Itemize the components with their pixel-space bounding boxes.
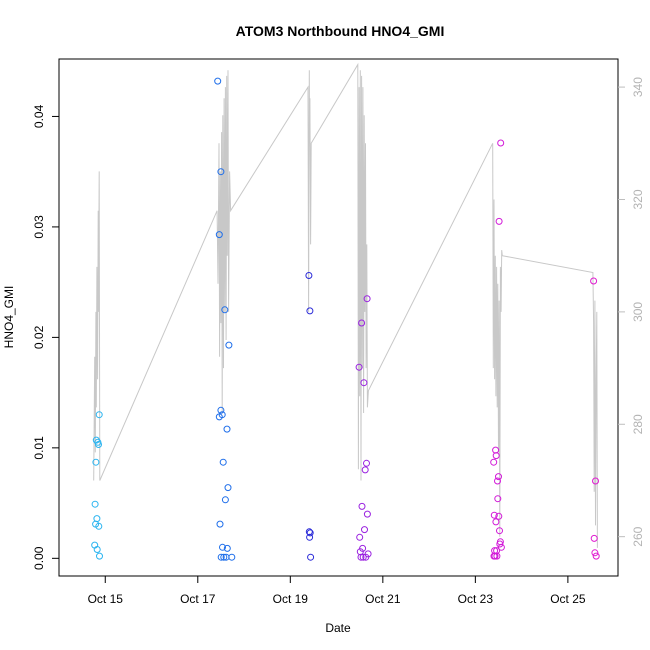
x-axis-label: Date — [325, 621, 351, 635]
plot-frame — [58, 58, 619, 577]
y-tick-label: 0.01 — [32, 436, 46, 460]
data-point — [93, 546, 101, 553]
data-point — [306, 529, 314, 537]
y-axis: 0.00 0.01 0.02 0.03 0.04 — [32, 104, 59, 570]
secondary-line-layer — [93, 62, 598, 548]
data-point — [361, 526, 368, 534]
y-tick-label: 0.00 — [32, 546, 46, 570]
data-point — [359, 544, 367, 552]
data-point — [497, 543, 505, 551]
data-point — [306, 307, 314, 315]
y-tick-label: 0.03 — [32, 215, 46, 239]
data-point — [359, 553, 367, 561]
data-point — [223, 544, 231, 552]
data-point — [592, 552, 600, 560]
data-point — [495, 217, 503, 225]
data-point — [590, 277, 598, 285]
data-point — [490, 458, 498, 466]
y-tick-label: 0.04 — [32, 104, 46, 128]
data-point — [224, 484, 232, 492]
data-point — [91, 500, 99, 508]
x-tick-label: Oct 17 — [180, 592, 216, 606]
data-point — [221, 496, 229, 504]
y2-tick-label: 340 — [631, 77, 645, 97]
data-point — [361, 466, 369, 474]
data-point — [95, 411, 103, 419]
data-point — [96, 552, 103, 560]
x-tick-label: Oct 21 — [365, 592, 401, 606]
data-point — [215, 231, 223, 239]
data-point — [221, 306, 229, 314]
y2-tick-label: 280 — [631, 414, 645, 434]
data-point — [92, 436, 100, 444]
data-point — [219, 543, 226, 551]
data-point — [363, 459, 370, 467]
data-point — [217, 553, 225, 561]
data-point — [360, 379, 368, 387]
data-point — [363, 295, 371, 303]
data-point — [495, 512, 503, 520]
data-point — [494, 477, 501, 485]
data-point — [497, 139, 505, 147]
data-point — [355, 363, 363, 371]
data-point — [95, 522, 103, 530]
data-point — [363, 510, 371, 518]
y2-tick-label: 300 — [631, 302, 645, 322]
data-point — [591, 549, 599, 557]
data-point — [364, 550, 372, 558]
data-point — [357, 553, 365, 561]
data-point — [93, 515, 101, 523]
data-point — [492, 452, 500, 460]
data-point — [92, 458, 100, 466]
y2-tick-label: 320 — [631, 189, 645, 209]
data-point — [493, 552, 501, 560]
data-point — [218, 411, 226, 419]
data-point — [490, 511, 498, 519]
secondary-series-line — [93, 62, 598, 548]
data-point — [492, 518, 500, 526]
data-point — [217, 168, 225, 176]
data-point — [358, 319, 366, 327]
x-tick-label: Oct 23 — [458, 592, 494, 606]
data-point — [496, 527, 503, 535]
data-point — [223, 425, 231, 433]
data-point — [494, 495, 502, 503]
x-tick-label: Oct 15 — [88, 592, 124, 606]
chart-title: ATOM3 Northbound HNO4_GMI — [236, 23, 445, 39]
data-point — [495, 473, 502, 481]
data-point — [358, 502, 366, 510]
points-layer — [91, 77, 600, 561]
data-point — [590, 534, 598, 542]
data-point — [307, 553, 315, 561]
data-point — [228, 553, 236, 561]
y-axis-label: HNO4_GMI — [2, 286, 16, 349]
data-point — [220, 553, 228, 561]
data-point — [356, 533, 364, 541]
x-axis: Oct 15 Oct 17 Oct 19 Oct 21 Oct 23 Oct 25 — [88, 575, 586, 606]
y-tick-label: 0.02 — [32, 325, 46, 349]
x-tick-label: Oct 19 — [273, 592, 309, 606]
y2-tick-label: 260 — [631, 526, 645, 546]
data-point — [216, 520, 224, 528]
x-tick-label: Oct 25 — [550, 592, 586, 606]
data-point — [592, 477, 599, 485]
secondary-y-axis: 260 280 300 320 340 — [618, 77, 645, 547]
data-point — [219, 458, 227, 466]
data-point — [95, 441, 102, 448]
data-point — [305, 272, 313, 279]
data-point — [225, 341, 233, 349]
data-point — [214, 77, 222, 85]
data-point — [306, 533, 314, 541]
data-point — [217, 406, 225, 414]
